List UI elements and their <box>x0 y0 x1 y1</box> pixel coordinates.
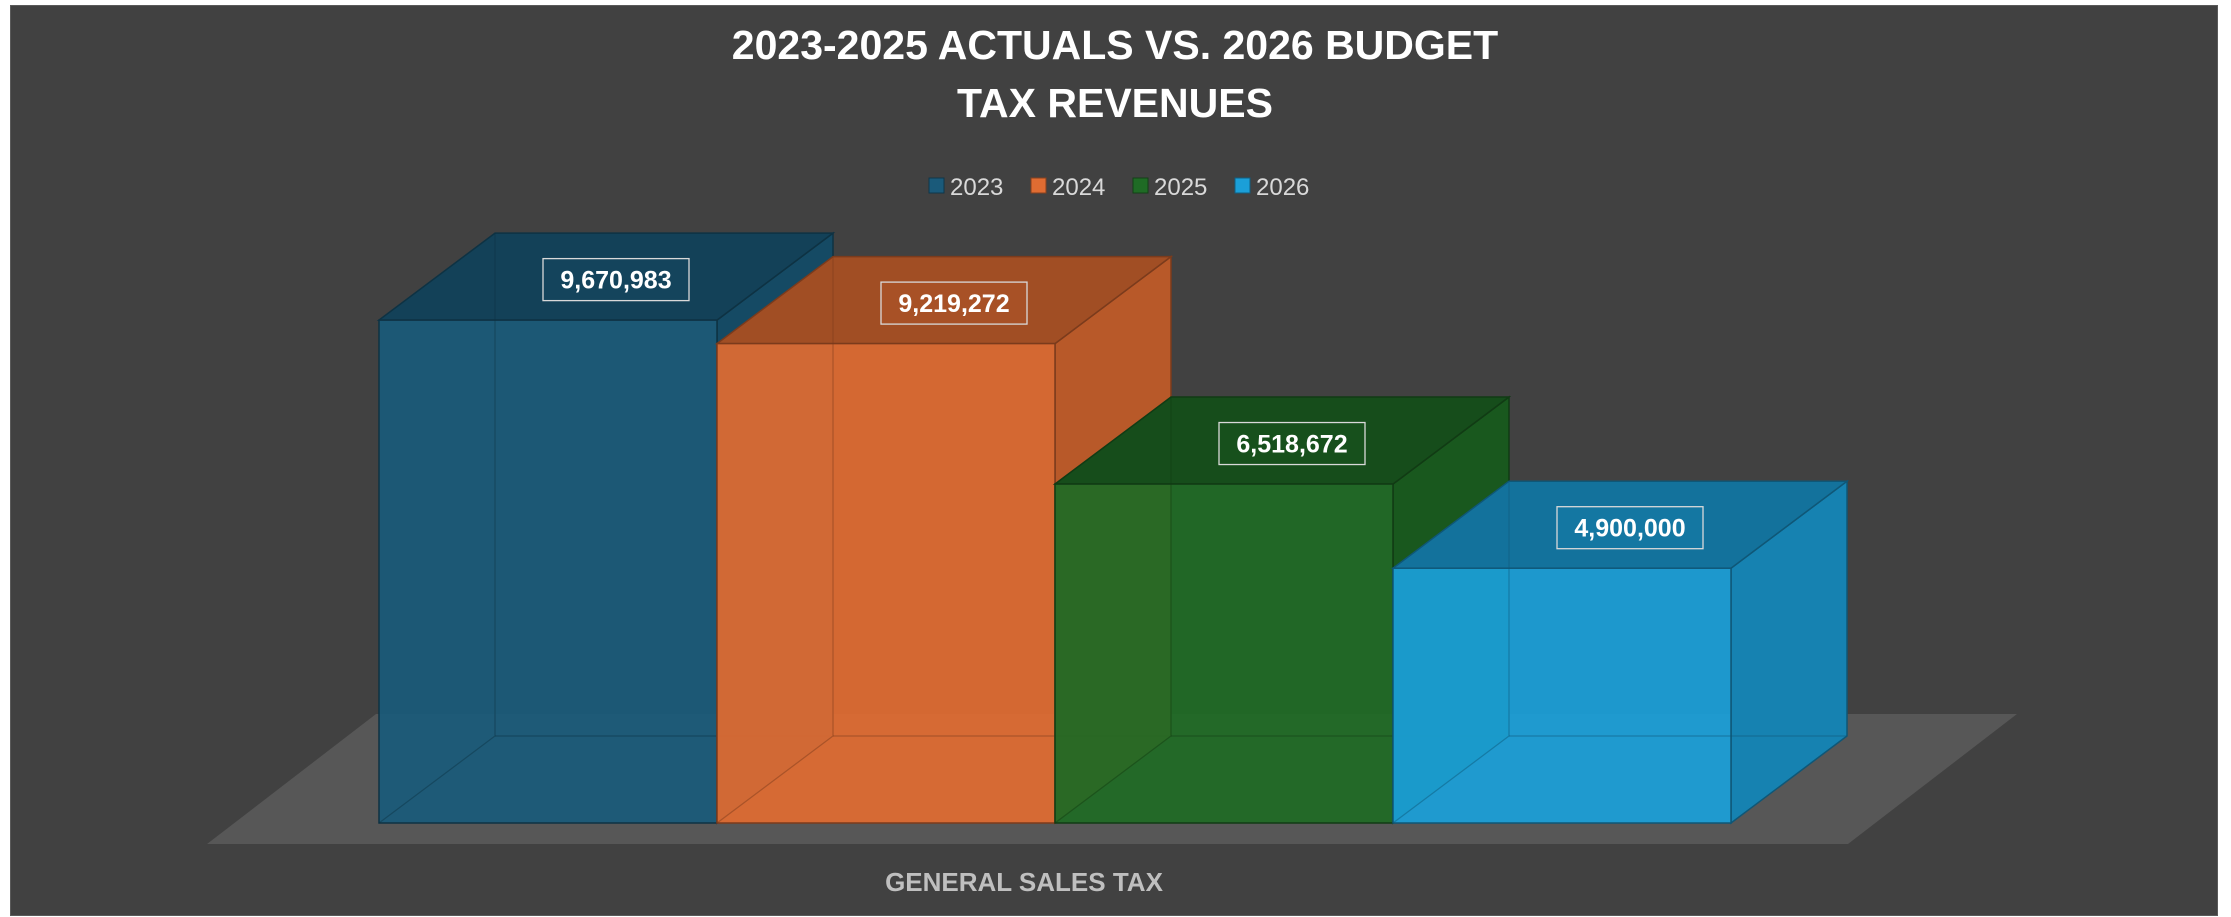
chart-subtitle: TAX REVENUES <box>957 80 1273 126</box>
bar-front-face <box>378 319 718 824</box>
bar-front-face <box>716 342 1056 824</box>
data-label: 6,518,672 <box>1236 431 1347 459</box>
legend-item-2024: 2024 <box>1030 174 1105 201</box>
chart-title: 2023-2025 ACTUALS VS. 2026 BUDGET <box>732 22 1498 68</box>
data-label-box <box>1556 506 1704 550</box>
chart-canvas: 2023-2025 ACTUALS VS. 2026 BUDGET TAX RE… <box>207 22 2017 897</box>
data-label-box <box>1218 421 1366 466</box>
plot-area: 9,670,983 9,219,272 6,518,672 4,900,000 <box>207 231 2017 844</box>
data-label-box <box>880 281 1028 325</box>
data-label: 9,219,272 <box>898 290 1009 318</box>
legend-swatch <box>1030 177 1047 194</box>
legend-item-2025: 2025 <box>1132 174 1207 201</box>
bar-inner-edge <box>1392 481 1510 824</box>
legend-item-2023: 2023 <box>928 174 1003 201</box>
legend-swatch <box>1234 177 1251 194</box>
legend: 2023 2024 2025 2026 <box>928 174 1309 201</box>
data-label-box <box>542 257 690 302</box>
bar-2026: 4,900,000 <box>1390 479 1850 825</box>
data-label: 4,900,000 <box>1574 515 1685 543</box>
bar-front-face <box>1392 567 1732 824</box>
legend-label: 2024 <box>1052 174 1105 201</box>
legend-label: 2023 <box>950 174 1003 201</box>
bar-inner-edge <box>378 233 496 824</box>
chart-area: 2023-2025 ACTUALS VS. 2026 BUDGET TAX RE… <box>10 5 2218 916</box>
legend-swatch <box>928 177 945 194</box>
data-label: 9,670,983 <box>560 267 671 295</box>
bar-inner-edge <box>716 256 834 824</box>
legend-swatch <box>1132 177 1149 194</box>
category-axis-label: GENERAL SALES TAX <box>885 867 1164 897</box>
bar-front-face <box>1054 483 1394 824</box>
legend-item-2026: 2026 <box>1234 174 1309 201</box>
legend-label: 2026 <box>1256 174 1309 201</box>
bar-inner-edge <box>1054 397 1172 824</box>
legend-label: 2025 <box>1154 174 1207 201</box>
